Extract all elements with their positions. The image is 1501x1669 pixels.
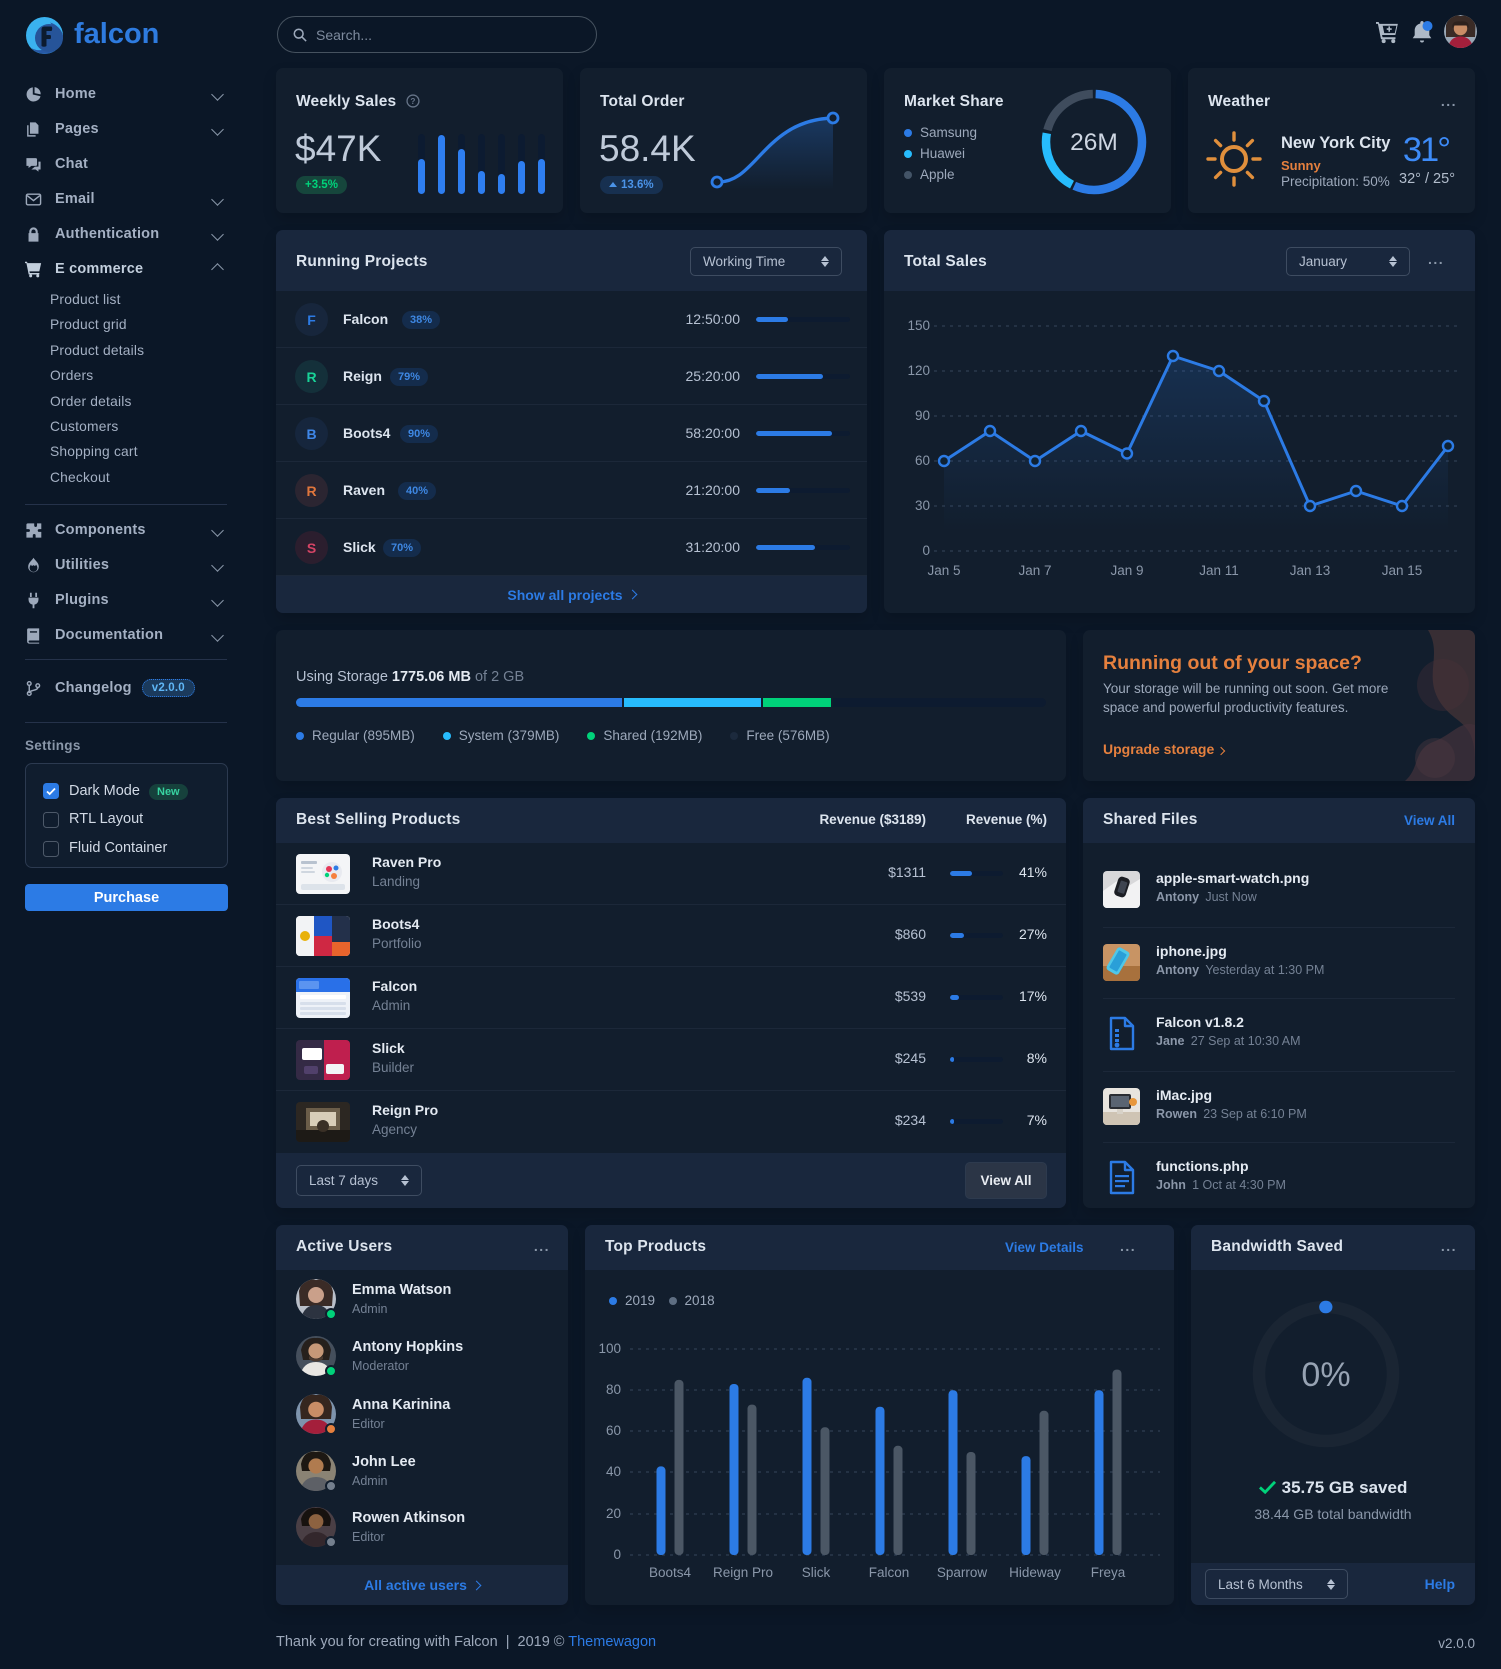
svg-text:Freya: Freya <box>1091 1565 1126 1580</box>
svg-text:30: 30 <box>915 498 930 513</box>
svg-text:Jan 9: Jan 9 <box>1110 563 1143 578</box>
svg-text:20: 20 <box>606 1506 621 1521</box>
svg-text:Hideway: Hideway <box>1009 1565 1061 1580</box>
svg-text:80: 80 <box>606 1382 621 1397</box>
svg-text:Jan 7: Jan 7 <box>1018 563 1051 578</box>
svg-text:Boots4: Boots4 <box>649 1565 692 1580</box>
svg-text:?: ? <box>410 96 415 106</box>
svg-text:60: 60 <box>606 1423 621 1438</box>
svg-text:40: 40 <box>606 1464 621 1479</box>
svg-text:150: 150 <box>907 318 930 333</box>
svg-text:60: 60 <box>915 453 930 468</box>
svg-text:0%: 0% <box>1301 1356 1350 1394</box>
svg-text:26M: 26M <box>1070 129 1118 156</box>
svg-text:Slick: Slick <box>802 1565 831 1580</box>
svg-text:Jan 11: Jan 11 <box>1199 563 1239 578</box>
svg-text:Sparrow: Sparrow <box>937 1565 988 1580</box>
svg-text:0: 0 <box>613 1547 621 1562</box>
svg-text:0: 0 <box>922 543 930 558</box>
svg-text:Jan 5: Jan 5 <box>927 563 960 578</box>
svg-text:100: 100 <box>598 1341 621 1356</box>
svg-text:Falcon: Falcon <box>869 1565 910 1580</box>
svg-text:Jan 15: Jan 15 <box>1382 563 1423 578</box>
svg-text:120: 120 <box>907 363 930 378</box>
svg-text:Jan 13: Jan 13 <box>1290 563 1331 578</box>
svg-text:Reign Pro: Reign Pro <box>713 1565 773 1580</box>
svg-text:90: 90 <box>915 408 930 423</box>
